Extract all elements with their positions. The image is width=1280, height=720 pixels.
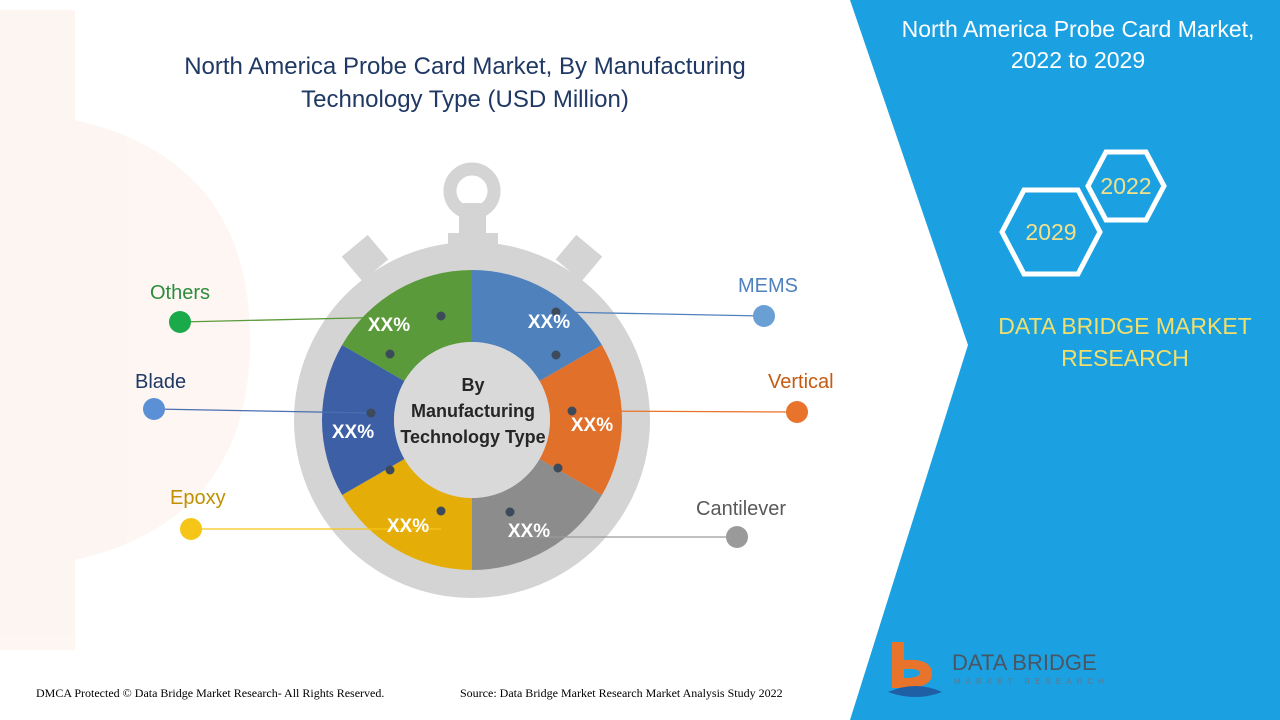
- legend-dot-vertical: [786, 401, 808, 423]
- brand-name: DATA BRIDGE MARKET RESEARCH: [985, 310, 1265, 374]
- footer-source: Source: Data Bridge Market Research Mark…: [460, 686, 783, 700]
- legend-blade: Blade: [135, 371, 187, 393]
- hex-label-2022: 2022: [1100, 173, 1152, 199]
- segment-mems: [472, 270, 602, 381]
- legend-dot-blade: [143, 398, 165, 420]
- segment-label-others: XX%: [367, 315, 411, 336]
- logo-text: DATA BRIDGE: [952, 650, 1097, 675]
- segment-dot-others: [436, 311, 446, 321]
- segment-dot-mems: [551, 307, 561, 317]
- segment-dot-cantilever: [505, 507, 515, 517]
- legend-dot-others: [169, 311, 191, 333]
- segment-dot-vertical: [567, 406, 577, 416]
- leader-line-mems: [555, 311, 765, 317]
- legend-others: Others: [150, 282, 211, 304]
- segment-marker-dot-4: [385, 465, 395, 475]
- segment-marker-dot-1: [551, 350, 561, 360]
- segment-label-blade: XX%: [331, 422, 375, 443]
- leader-line-blade: [153, 408, 372, 414]
- legend-dot-cantilever: [726, 526, 748, 548]
- segment-dot-epoxy: [436, 506, 446, 516]
- chart-title: North America Probe Card Market, By Manu…: [184, 53, 746, 113]
- hex-label-2029: 2029: [1025, 219, 1077, 245]
- segment-dot-blade: [366, 408, 376, 418]
- center-label: By Manufacturing Technology Type: [400, 375, 546, 447]
- leader-line-vertical: [571, 410, 798, 413]
- segment-label-cantilever: XX%: [507, 521, 551, 542]
- segment-vertical: [539, 345, 622, 495]
- right-panel: [850, 0, 1280, 720]
- legend-dot-epoxy: [180, 518, 202, 540]
- legend-epoxy: Epoxy: [170, 487, 226, 509]
- legend-mems: MEMS: [738, 275, 798, 297]
- leader-line-others: [179, 315, 442, 323]
- watermark: [0, 10, 250, 650]
- segment-marker-dot-3: [385, 349, 395, 359]
- segment-others: [342, 270, 472, 381]
- segment-label-mems: XX%: [527, 312, 571, 333]
- legend-dot-mems: [753, 305, 775, 327]
- segment-label-vertical: XX%: [570, 415, 614, 436]
- segment-cantilever: [472, 459, 602, 570]
- legend-cantilever: Cantilever: [696, 498, 787, 520]
- panel-title-line1: North America Probe Card Market,: [901, 16, 1255, 42]
- hexagon-2022: [1085, 149, 1167, 223]
- brand-line1: DATA BRIDGE MARKET: [998, 313, 1252, 339]
- segment-marker-dot-2: [553, 463, 563, 473]
- donut-hole: [394, 342, 550, 498]
- hexagon-2029: [999, 187, 1103, 277]
- segment-label-epoxy: XX%: [386, 516, 430, 537]
- logo-icon: [888, 642, 942, 697]
- segment-blade: [321, 345, 405, 495]
- segment-epoxy: [342, 459, 472, 570]
- legend-vertical: Vertical: [768, 371, 834, 393]
- footer-copyright: DMCA Protected © Data Bridge Market Rese…: [36, 686, 385, 700]
- leader-lines: [143, 305, 808, 548]
- panel-title: North America Probe Card Market, 2022 to…: [880, 14, 1276, 76]
- panel-title-line2: 2022 to 2029: [1010, 47, 1146, 73]
- donut-chart: [321, 270, 622, 570]
- logo-subtext: MARKET RESEARCH: [954, 677, 1109, 686]
- brand-line2: RESEARCH: [1061, 345, 1189, 371]
